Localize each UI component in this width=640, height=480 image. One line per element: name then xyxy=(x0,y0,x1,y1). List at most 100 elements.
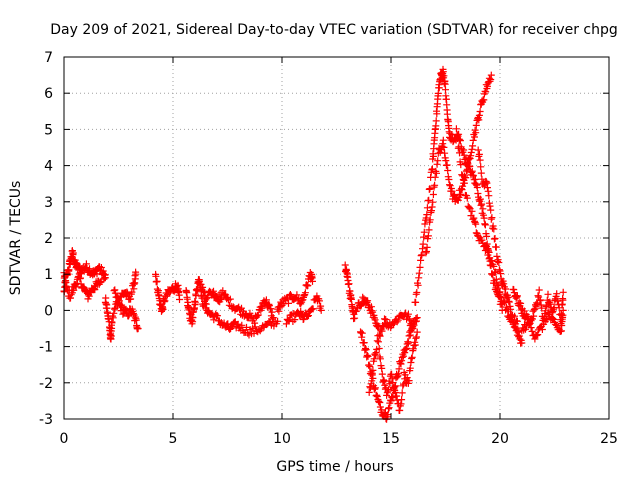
data-point xyxy=(304,282,312,289)
data-point xyxy=(544,290,552,298)
series-arc8 xyxy=(217,287,277,327)
data-point xyxy=(268,308,276,316)
data-point xyxy=(375,345,383,352)
data-point xyxy=(491,235,499,242)
data-point xyxy=(345,280,353,288)
data-point xyxy=(309,305,317,313)
x-axis-label: GPS time / hours xyxy=(276,459,393,475)
data-point xyxy=(399,382,407,390)
data-point xyxy=(429,198,437,206)
data-point xyxy=(96,278,104,286)
data-point xyxy=(159,305,167,313)
data-point xyxy=(364,297,372,305)
data-point xyxy=(517,299,525,307)
data-point xyxy=(533,332,541,339)
data-point xyxy=(516,335,524,343)
data-point xyxy=(423,243,431,251)
data-point xyxy=(421,220,429,228)
data-point xyxy=(513,293,521,301)
data-point xyxy=(553,290,561,298)
data-point xyxy=(132,270,140,278)
data-point xyxy=(524,315,532,323)
data-point xyxy=(550,305,558,313)
data-point xyxy=(214,312,221,320)
data-point xyxy=(479,205,487,213)
data-point xyxy=(474,146,482,154)
data-point xyxy=(398,396,406,404)
axis-ticks: 0 5 10 15 20 25 -3 -2 -1 0 1 2 3 4 5 6 7 xyxy=(39,50,618,447)
data-point xyxy=(199,283,207,291)
data-point xyxy=(317,306,325,314)
series-arc4 xyxy=(110,286,142,333)
data-point xyxy=(513,292,521,300)
data-point xyxy=(472,121,480,129)
data-point xyxy=(101,274,109,282)
data-point xyxy=(69,249,77,257)
data-point xyxy=(482,88,490,96)
data-point xyxy=(385,404,393,412)
data-point xyxy=(488,257,496,265)
data-point xyxy=(176,296,183,303)
data-point xyxy=(542,315,550,322)
data-point xyxy=(404,339,412,347)
data-point xyxy=(375,397,382,405)
data-point xyxy=(527,324,535,332)
series-arc17 xyxy=(474,146,526,347)
y-tick-label: 7 xyxy=(44,50,53,66)
data-point xyxy=(407,359,415,366)
series-arc10 xyxy=(282,292,325,328)
data-point xyxy=(467,149,475,156)
data-point xyxy=(410,321,418,329)
data-point xyxy=(486,202,494,210)
data-point xyxy=(431,173,439,181)
data-point xyxy=(153,277,161,285)
data-point xyxy=(375,338,382,346)
data-point xyxy=(433,110,441,118)
data-point xyxy=(505,298,513,306)
data-point xyxy=(550,315,558,323)
data-points xyxy=(60,65,567,423)
y-axis-label: SDTVAR / TECUs xyxy=(8,181,24,296)
data-point xyxy=(477,169,485,177)
y-tick-label: 1 xyxy=(44,267,53,283)
data-point xyxy=(351,314,359,322)
data-point xyxy=(518,339,526,347)
data-point xyxy=(473,184,481,191)
data-point xyxy=(368,377,376,385)
data-point xyxy=(191,299,199,307)
data-point xyxy=(522,325,529,333)
data-point xyxy=(413,328,421,336)
y-tick-label: -3 xyxy=(39,412,53,428)
data-point xyxy=(487,71,495,79)
data-point xyxy=(413,314,421,322)
series-arc6 xyxy=(182,276,225,328)
data-point xyxy=(204,293,212,301)
data-point xyxy=(412,298,420,306)
data-point xyxy=(382,316,390,323)
data-point xyxy=(472,220,480,228)
y-tick-label: 3 xyxy=(44,195,53,211)
data-point xyxy=(262,296,270,304)
data-point xyxy=(487,206,495,214)
x-tick-label: 10 xyxy=(273,431,291,447)
x-tick-label: 25 xyxy=(600,431,618,447)
data-point xyxy=(535,286,543,294)
data-point xyxy=(386,380,394,388)
data-point xyxy=(485,192,493,200)
data-point xyxy=(442,86,449,94)
data-point xyxy=(285,299,292,307)
data-point xyxy=(413,289,421,296)
data-point xyxy=(515,332,523,340)
data-point xyxy=(408,353,416,361)
data-point xyxy=(478,236,486,244)
data-point xyxy=(369,366,377,374)
data-point xyxy=(86,265,93,273)
data-point xyxy=(461,179,468,187)
data-point xyxy=(458,171,466,179)
data-point xyxy=(113,293,121,301)
data-point xyxy=(431,181,439,189)
x-tick-label: 15 xyxy=(382,431,400,447)
y-tick-label: 6 xyxy=(44,86,53,102)
series-arc15 xyxy=(422,71,495,257)
series-arc5 xyxy=(152,270,183,315)
